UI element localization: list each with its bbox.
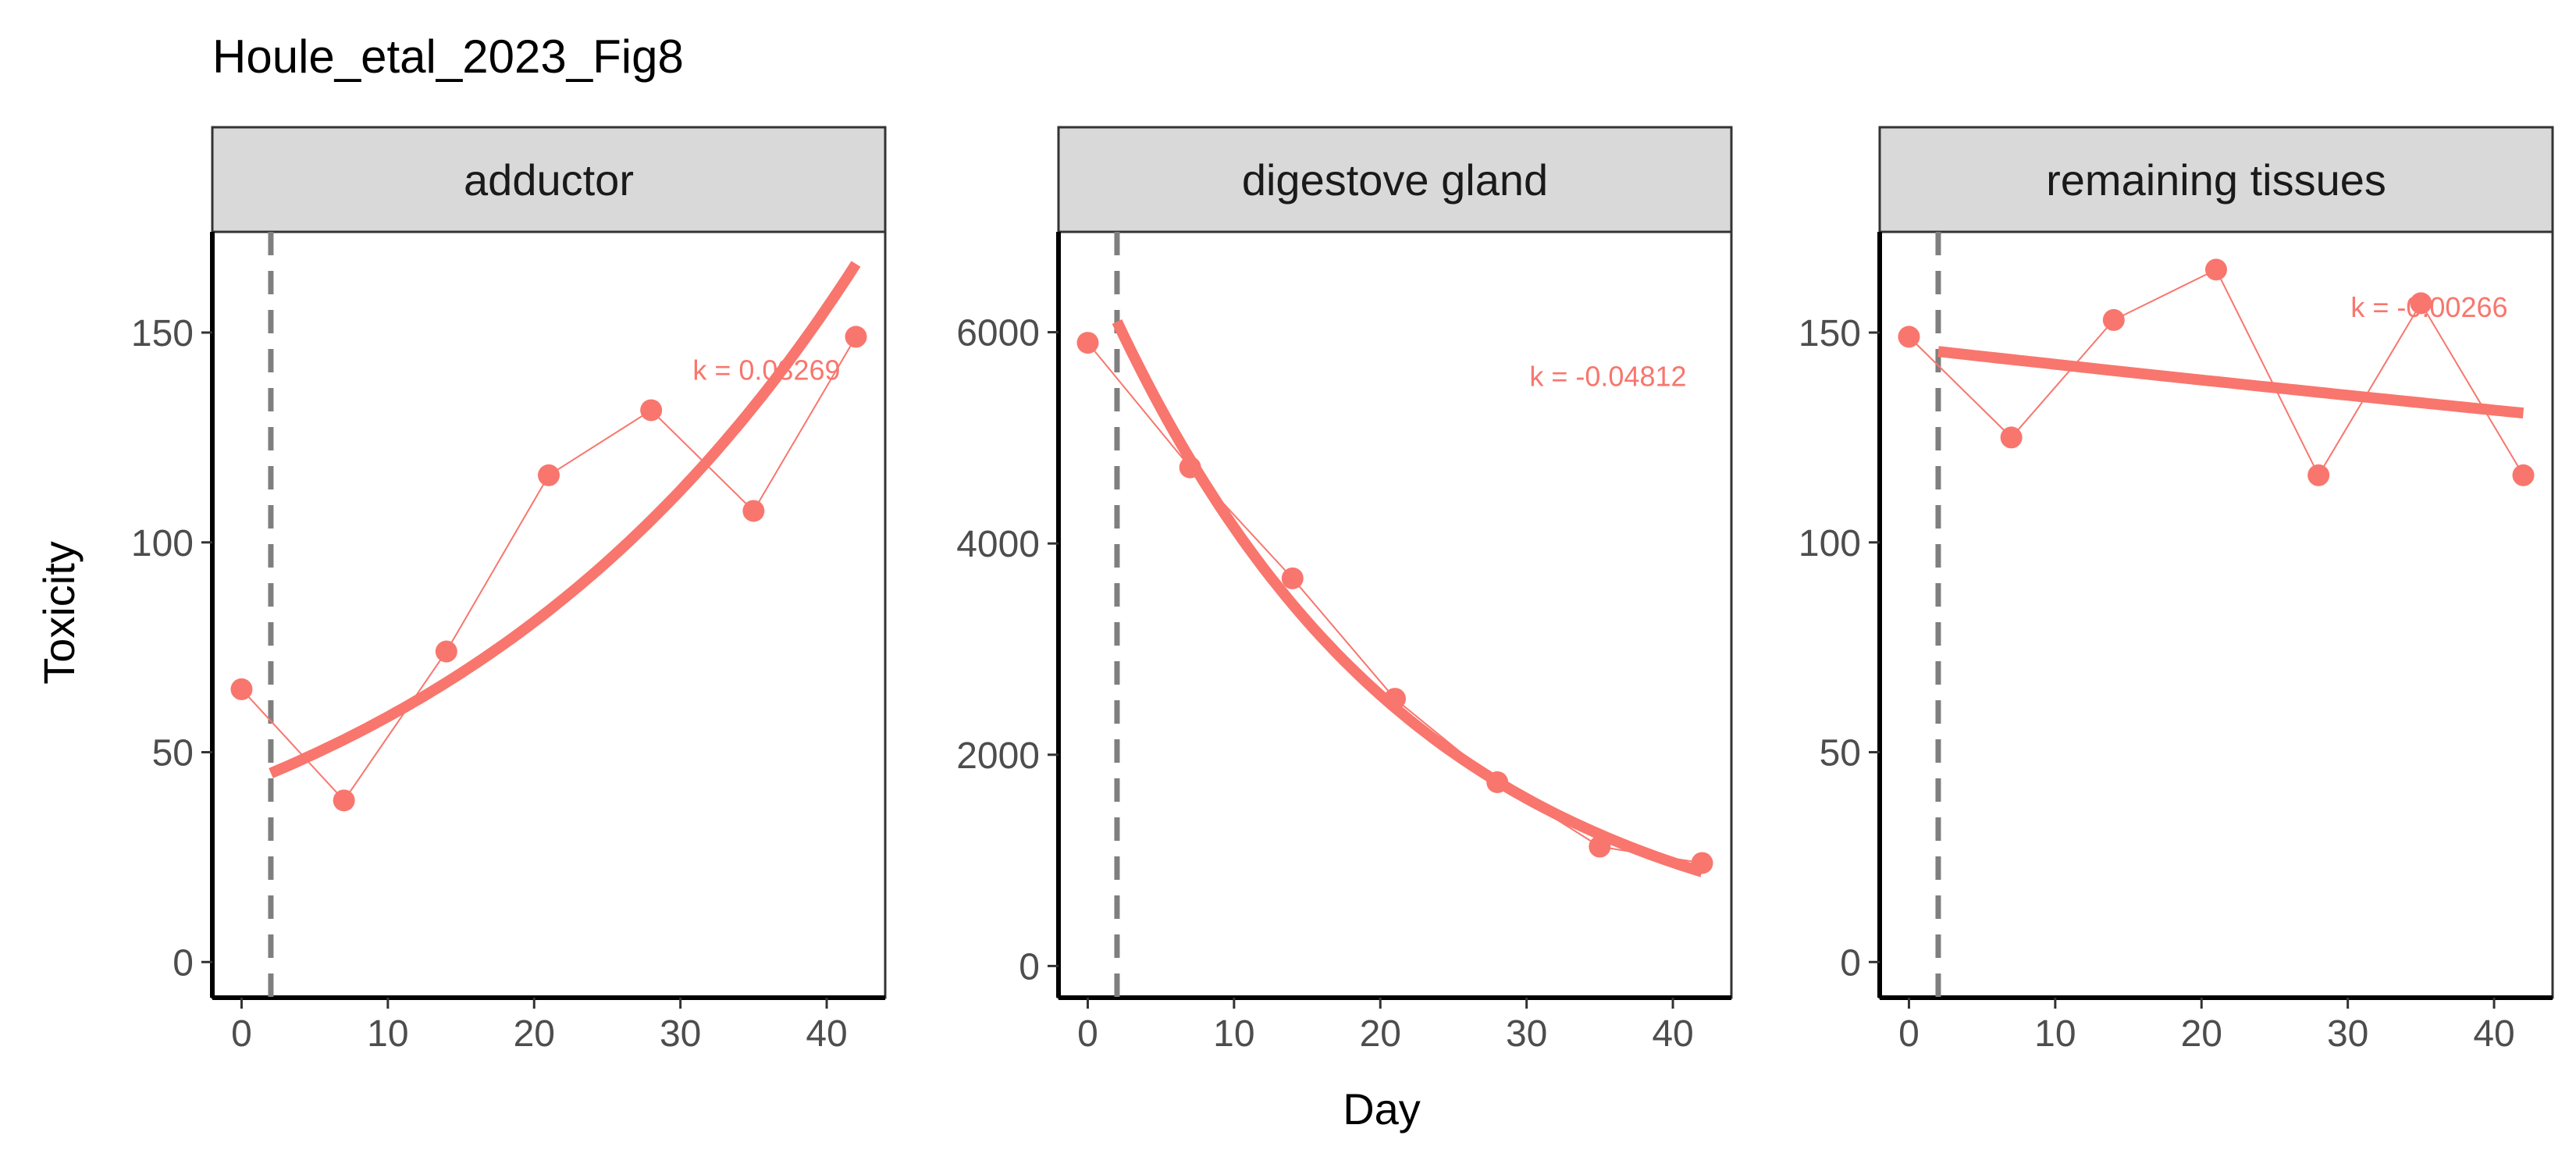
rate-annotation: k = 0.03269 xyxy=(692,354,840,386)
data-point xyxy=(1691,852,1713,874)
x-tick-label: 30 xyxy=(2327,1013,2368,1055)
rate-annotation: k = -0.00266 xyxy=(2350,291,2507,323)
x-tick-label: 10 xyxy=(1213,1013,1254,1055)
data-point xyxy=(1076,332,1099,354)
data-point xyxy=(1589,835,1611,858)
x-tick-label: 20 xyxy=(514,1013,555,1055)
y-tick-label: 2000 xyxy=(956,735,1040,777)
panel-adductor: adductor 0 50 100 150 0 10 20 30 40 k = 0.03269 xyxy=(131,126,887,1055)
data-point xyxy=(1179,456,1201,479)
y-tick-label: 150 xyxy=(131,313,194,354)
facet-strip-label: remaining tissues xyxy=(2046,155,2386,205)
data-point xyxy=(2512,464,2535,486)
y-tick-label: 50 xyxy=(152,733,194,774)
panel-border xyxy=(1878,230,2554,999)
fit-curve xyxy=(1937,346,2524,419)
facet-strip xyxy=(211,126,887,233)
data-point xyxy=(1898,326,1920,348)
panel-border xyxy=(1057,230,1733,999)
y-axis-title: Toxicity xyxy=(34,541,84,685)
chart-title: Houle_etal_2023_Fig8 xyxy=(212,30,684,83)
y-tick-label: 100 xyxy=(1799,523,1861,564)
data-point xyxy=(2205,258,2227,281)
data-point xyxy=(2410,292,2432,315)
panel-remaining-tissues: remaining tissues 0 50 100 150 0 10 20 30 40 k = -… xyxy=(1799,126,2554,1055)
data-point xyxy=(845,326,867,348)
data-point xyxy=(1384,688,1406,710)
x-tick-label: 20 xyxy=(1360,1013,1401,1055)
y-tick-label: 4000 xyxy=(956,524,1040,565)
data-point xyxy=(2102,308,2125,331)
facet-strip xyxy=(1057,126,1733,233)
y-tick-label: 50 xyxy=(1820,733,1861,774)
rate-annotation: k = -0.04812 xyxy=(1529,360,1686,392)
x-tick-label: 0 xyxy=(1898,1013,1920,1055)
x-tick-label: 20 xyxy=(2181,1013,2222,1055)
data-point xyxy=(742,500,765,522)
facet-strip-label: digestove gland xyxy=(1242,155,1548,205)
y-tick-label: 100 xyxy=(131,523,194,564)
x-tick-label: 40 xyxy=(806,1013,847,1055)
x-tick-label: 40 xyxy=(1652,1013,1693,1055)
data-point xyxy=(2000,426,2023,449)
data-point xyxy=(2307,464,2330,486)
x-tick-label: 10 xyxy=(367,1013,408,1055)
data-point xyxy=(1486,771,1509,793)
y-tick-label: 150 xyxy=(1799,313,1861,354)
x-axis-title: Day xyxy=(1343,1084,1421,1134)
x-tick-label: 10 xyxy=(2034,1013,2076,1055)
x-tick-label: 40 xyxy=(2473,1013,2514,1055)
observation-line xyxy=(1087,342,1703,864)
data-point xyxy=(538,464,560,486)
data-point xyxy=(640,399,663,422)
data-point xyxy=(435,640,457,663)
data-point xyxy=(333,789,355,812)
data-point xyxy=(230,678,253,700)
fit-curve xyxy=(269,261,861,778)
data-point xyxy=(1281,567,1304,589)
y-tick-label: 0 xyxy=(1840,942,1861,984)
y-tick-label: 6000 xyxy=(956,313,1040,354)
facet-strip xyxy=(1878,126,2554,233)
observation-line xyxy=(240,336,857,803)
facet-strip-label: adductor xyxy=(464,155,634,205)
x-tick-label: 30 xyxy=(1506,1013,1547,1055)
panel-digestove-gland: digestove gland 0 2000 4000 6000 0 10 20 30 40 k =… xyxy=(956,126,1733,1055)
y-tick-label: 0 xyxy=(1019,946,1040,988)
x-tick-label: 30 xyxy=(660,1013,701,1055)
y-tick-label: 0 xyxy=(173,942,194,984)
x-tick-label: 0 xyxy=(1077,1013,1098,1055)
fit-curve xyxy=(1112,319,1704,877)
x-tick-label: 0 xyxy=(231,1013,252,1055)
